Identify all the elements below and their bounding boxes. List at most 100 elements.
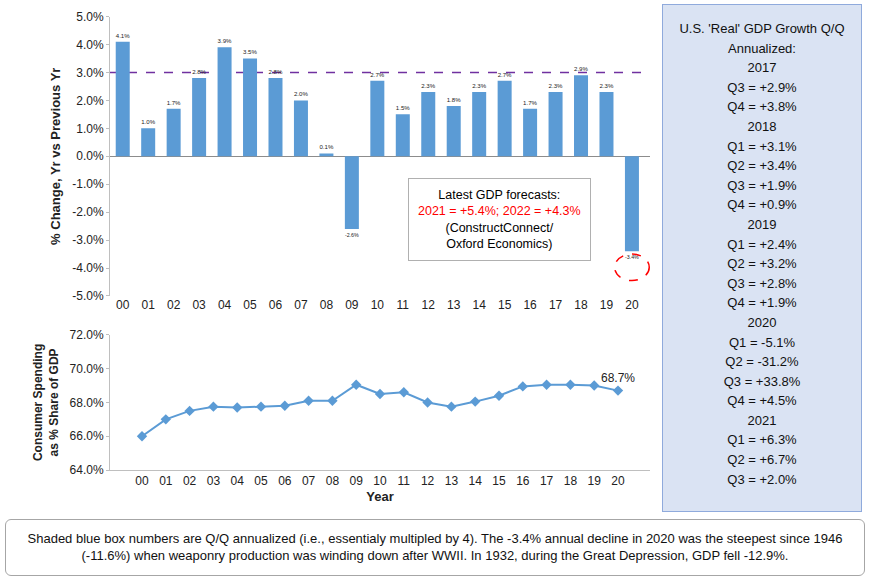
svg-text:01: 01 [142,298,156,312]
html-text:Q3 = +2.9%: Q3 = +2.9% [727,79,797,95]
svg-text:-4.0%: -4.0% [72,261,104,275]
svg-text:05: 05 [254,474,268,488]
svg-text:2.7%: 2.7% [370,71,384,78]
svg-text:72.0%: 72.0% [70,328,104,342]
html-text:Q1 = +3.1%: Q1 = +3.1% [727,138,797,154]
svg-text:13: 13 [447,298,461,312]
html-text:Q3 = +1.9%: Q3 = +1.9% [727,177,797,193]
html-text:2017: 2017 [747,60,777,76]
svg-text:02: 02 [183,474,197,488]
svg-text:-2.6%: -2.6% [345,232,359,238]
html-text:Annualized:: Annualized: [728,40,796,56]
svg-text:3.5%: 3.5% [243,48,257,55]
svg-text:66.0%: 66.0% [70,429,104,443]
svg-text:-1.0%: -1.0% [72,177,104,191]
svg-text:18: 18 [574,298,588,312]
svg-text:12: 12 [421,474,435,488]
svg-text:11: 11 [398,474,411,488]
html-text:Q4 = +0.9%: Q4 = +0.9% [727,197,797,213]
svg-text:1.7%: 1.7% [167,99,181,106]
svg-text:-5.0%: -5.0% [72,289,104,303]
svg-text:15: 15 [498,298,512,312]
svg-text:10: 10 [373,474,387,488]
svg-text:4.0%: 4.0% [76,38,104,52]
svg-text:1.7%: 1.7% [523,99,537,106]
svg-text:-3.4%: -3.4% [625,254,639,260]
svg-text:20: 20 [625,298,639,312]
svg-text:2.3%: 2.3% [472,82,486,89]
svg-text:0.0%: 0.0% [76,149,104,163]
svg-text:07: 07 [294,298,308,312]
svg-text:06: 06 [278,474,292,488]
svg-text:2.9%: 2.9% [574,65,588,72]
svg-text:09: 09 [345,298,359,312]
svg-text:0.1%: 0.1% [319,143,333,150]
svg-text:00: 00 [116,298,130,312]
svg-text:1.0%: 1.0% [141,118,155,125]
svg-text:17: 17 [549,298,563,312]
svg-text:4.1%: 4.1% [116,32,130,39]
svg-text:Latest GDP forecasts:2021 = +5: Latest GDP forecasts:2021 = +5.4%; 2022 … [418,188,581,251]
svg-text:20: 20 [611,474,625,488]
svg-text:05: 05 [243,298,257,312]
svg-text:70.0%: 70.0% [70,362,104,376]
html-text:Q3 = +2.8%: Q3 = +2.8% [727,275,797,291]
svg-text:16: 16 [516,474,530,488]
html-text:Q2 = +3.4%: Q2 = +3.4% [727,158,797,174]
html-text:2019: 2019 [747,216,777,232]
svg-text:13: 13 [445,474,459,488]
svg-text:14: 14 [469,474,483,488]
svg-text:07: 07 [302,474,316,488]
html-text:2020: 2020 [747,314,777,330]
svg-text:2.3%: 2.3% [599,82,613,89]
svg-text:2.3%: 2.3% [549,82,563,89]
svg-text:08: 08 [320,298,334,312]
svg-text:Year: Year [366,489,393,504]
html-text:Q1 = -5.1%: Q1 = -5.1% [728,334,796,350]
svg-text:09: 09 [350,474,364,488]
html-text:Q4 = +3.8%: Q4 = +3.8% [727,99,797,115]
html-text:Q4 = +1.9%: Q4 = +1.9% [727,295,797,311]
svg-text:2.7%: 2.7% [498,71,512,78]
svg-text:% Change, Yr vs Previous Yr: % Change, Yr vs Previous Yr [48,68,63,245]
svg-text:04: 04 [218,298,232,312]
svg-text:1.0%: 1.0% [76,122,104,136]
html-text:Q1 = +2.4%: Q1 = +2.4% [727,236,797,252]
svg-text:Consumer Spendingas % Share of: Consumer Spendingas % Share of GDP [31,344,61,461]
svg-text:01: 01 [159,474,173,488]
svg-text:5.0%: 5.0% [76,10,104,24]
svg-text:17: 17 [540,474,554,488]
svg-text:14: 14 [472,298,486,312]
svg-text:-2.0%: -2.0% [72,205,104,219]
svg-text:3.9%: 3.9% [218,37,232,44]
html-text:Shaded blue box numbers are Q/: Shaded blue box numbers are Q/Q annualiz… [27,531,843,563]
svg-text:1.8%: 1.8% [447,96,461,103]
svg-text:2.0%: 2.0% [76,94,104,108]
svg-text:04: 04 [231,474,245,488]
svg-text:2.3%: 2.3% [421,82,435,89]
svg-text:11: 11 [397,298,410,312]
svg-text:16: 16 [523,298,537,312]
svg-text:02: 02 [167,298,181,312]
svg-text:2.8%: 2.8% [192,68,206,75]
svg-text:15: 15 [492,474,506,488]
svg-text:06: 06 [269,298,283,312]
svg-text:10: 10 [371,298,385,312]
svg-text:03: 03 [207,474,221,488]
svg-text:00: 00 [135,474,149,488]
svg-text:19: 19 [600,298,614,312]
svg-text:18: 18 [564,474,578,488]
svg-text:-3.0%: -3.0% [72,233,104,247]
svg-text:1.5%: 1.5% [396,104,410,111]
svg-text:2.0%: 2.0% [294,90,308,97]
svg-text:19: 19 [588,474,602,488]
svg-text:08: 08 [326,474,340,488]
svg-text:12: 12 [422,298,436,312]
svg-text:3.0%: 3.0% [76,66,104,80]
svg-text:64.0%: 64.0% [70,463,104,477]
html-text:Q2 = +3.2%: Q2 = +3.2% [727,256,797,272]
svg-text:03: 03 [192,298,206,312]
svg-text:68.7%: 68.7% [601,371,635,385]
svg-text:2.8%: 2.8% [269,68,283,75]
svg-text:68.0%: 68.0% [70,396,104,410]
